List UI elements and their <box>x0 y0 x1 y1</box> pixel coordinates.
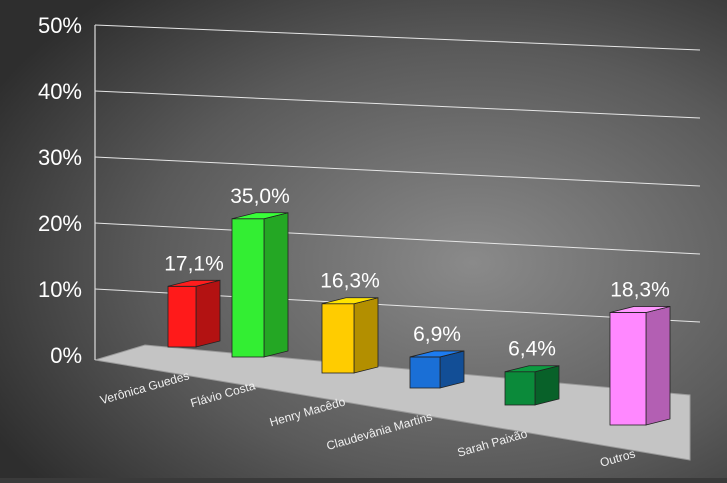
bar-top <box>609 306 671 313</box>
bar-front <box>504 371 536 406</box>
bar-side <box>534 365 560 406</box>
bar-front <box>167 285 197 348</box>
bar <box>409 350 465 389</box>
y-tick-label: 30% <box>38 145 82 170</box>
data-label: 6,4% <box>508 338 556 361</box>
data-label: 35,0% <box>230 185 290 208</box>
bar <box>504 365 560 406</box>
bar-top <box>409 350 465 358</box>
gridline <box>94 156 701 187</box>
bar <box>167 279 221 348</box>
bar-side <box>195 279 221 348</box>
data-label: 18,3% <box>610 278 670 301</box>
bar-side <box>645 305 671 426</box>
bar-front <box>409 356 441 389</box>
bar-side <box>353 297 379 374</box>
y-tick-label: 50% <box>38 13 82 38</box>
data-label: 16,3% <box>320 270 380 293</box>
bar-front <box>231 218 265 358</box>
bars <box>167 212 671 426</box>
bar-top <box>321 297 379 305</box>
bar <box>321 297 379 374</box>
y-tick-label: 10% <box>38 277 82 302</box>
bar-top <box>167 279 221 287</box>
gridline <box>94 24 701 51</box>
bar-side <box>439 350 465 389</box>
bar-side <box>263 212 289 358</box>
bar-front <box>321 303 355 374</box>
y-axis-ticks: 0% 10% 20% 30% 40% 50% <box>38 13 82 368</box>
bar-front <box>609 312 647 426</box>
data-labels: 17,1% 35,0% 16,3% 6,9% 6,4% 18,3% <box>164 185 670 361</box>
data-label: 6,9% <box>413 323 461 346</box>
chart-floor <box>94 344 691 461</box>
y-tick-label: 40% <box>38 79 82 104</box>
bar <box>231 212 289 358</box>
bar-top <box>231 212 289 220</box>
gridline <box>94 222 701 255</box>
gridline <box>94 90 701 119</box>
y-tick-label: 20% <box>38 211 82 236</box>
bar-top <box>504 365 560 373</box>
data-label: 17,1% <box>164 252 224 275</box>
y-tick-label: 0% <box>50 343 82 368</box>
bar <box>609 305 671 426</box>
